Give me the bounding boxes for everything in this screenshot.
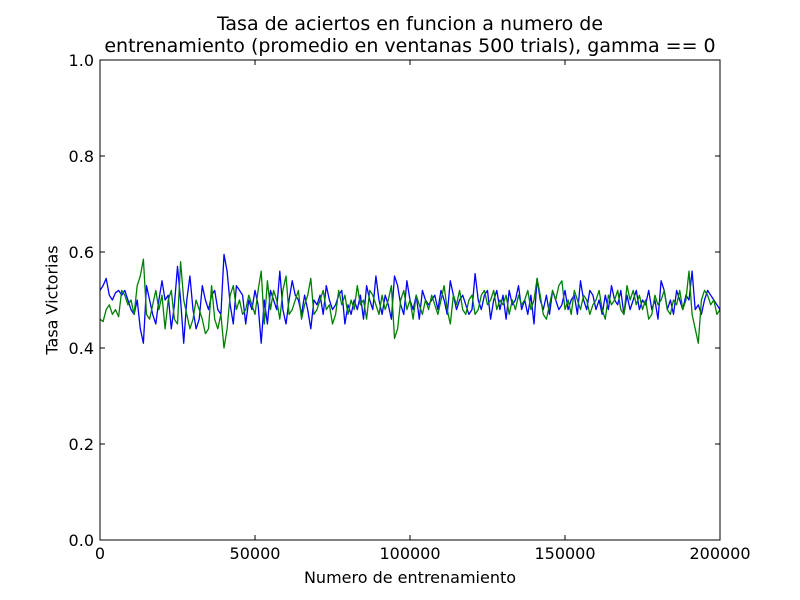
series-line-1 (100, 253, 720, 344)
x-tick-label: 0 (95, 544, 105, 563)
chart-title-line-2: entrenamiento (promedio en ventanas 500 … (104, 35, 716, 57)
y-axis-label: Tasa Victorias (42, 245, 62, 355)
series-line-2 (100, 258, 720, 349)
x-tick-label: 100000 (379, 544, 440, 563)
plot-frame (99, 59, 721, 541)
y-tick-label: 0.8 (69, 147, 94, 166)
x-tick-label: 50000 (230, 544, 281, 563)
y-tick-label: 0.2 (69, 435, 94, 454)
y-tick-label: 1.0 (69, 51, 94, 70)
y-tick-label: 0.4 (69, 339, 94, 358)
chart-title-line-1: Tasa de aciertos en funcion a numero de (216, 13, 604, 35)
y-tick-label: 0.6 (69, 243, 94, 262)
x-tick-label: 200000 (689, 544, 750, 563)
y-tick-label: 0.0 (69, 531, 94, 550)
x-tick-label: 150000 (534, 544, 595, 563)
x-axis-label: Numero de entrenamiento (303, 568, 517, 587)
